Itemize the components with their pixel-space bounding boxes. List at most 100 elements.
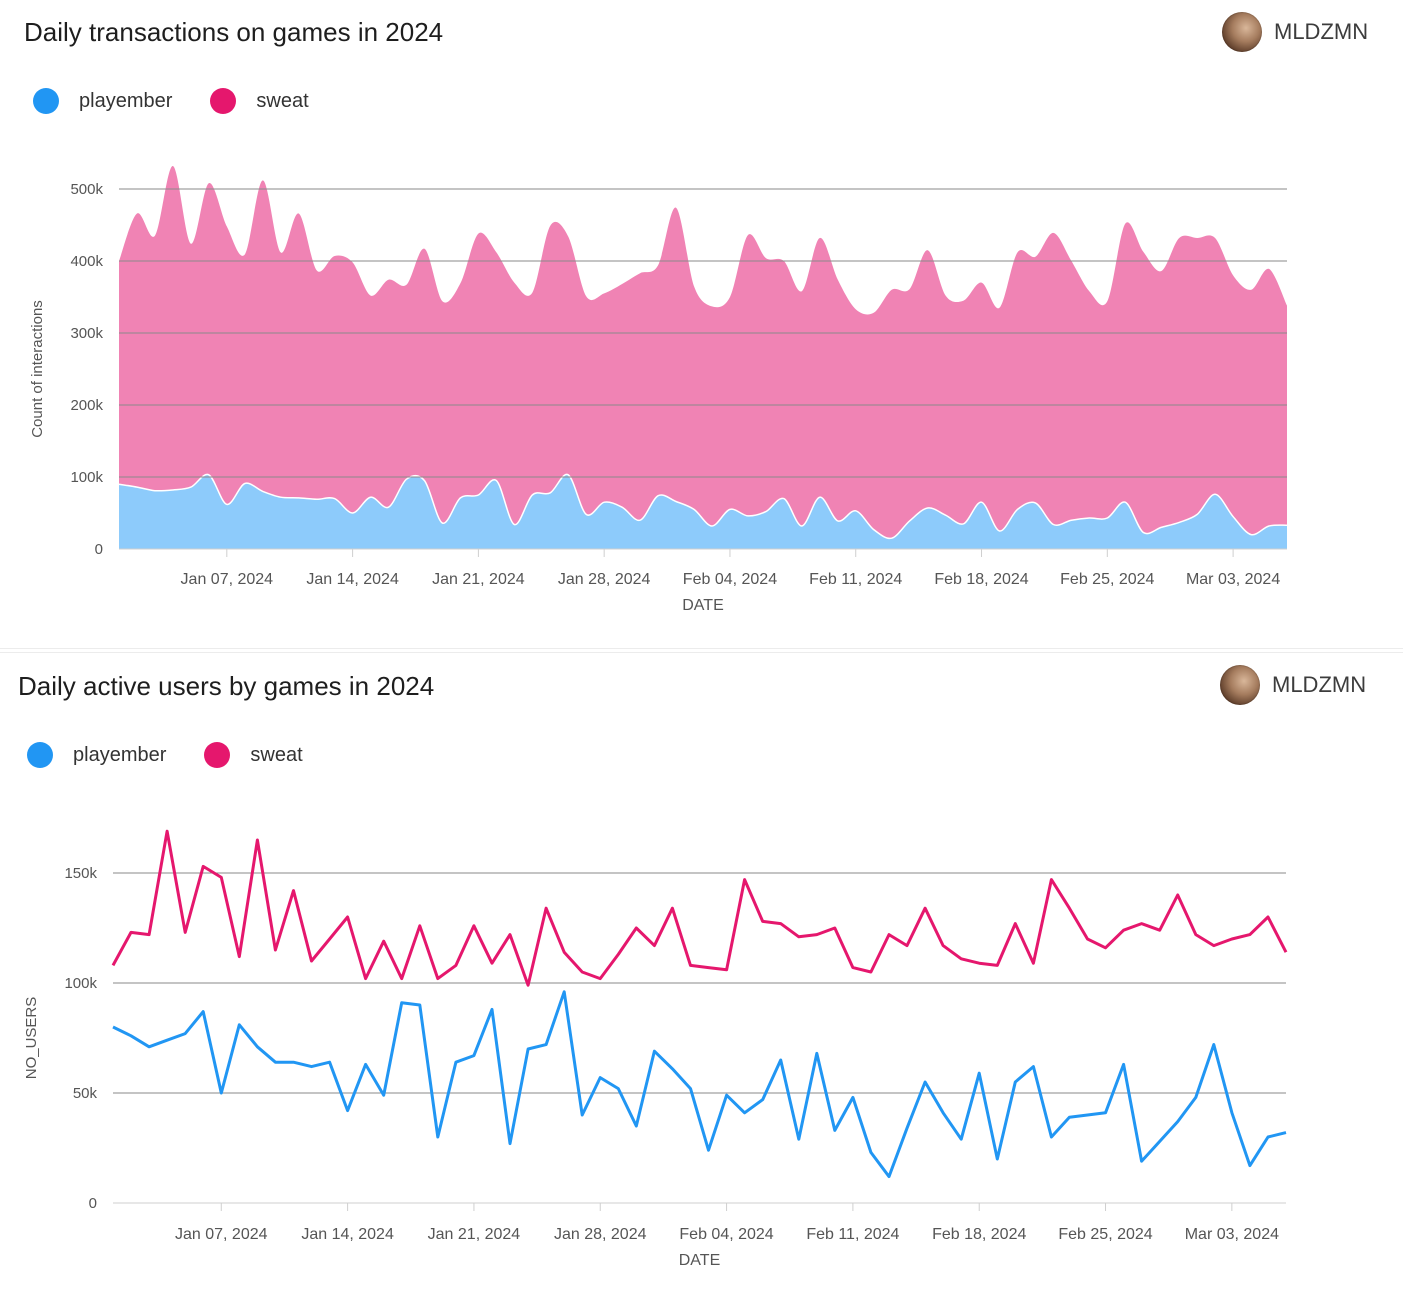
x-tick-label: Jan 28, 2024	[554, 1226, 647, 1243]
point-sweat	[476, 232, 480, 236]
legend-item-sweat[interactable]: sweat	[204, 742, 303, 768]
point-sweat	[562, 950, 566, 954]
point-playember	[1049, 1135, 1053, 1139]
point-playember	[980, 500, 984, 504]
point-playember	[851, 1095, 855, 1099]
point-playember	[1031, 1065, 1035, 1069]
legend-dot-playember	[33, 88, 59, 114]
x-tick-label: Jan 14, 2024	[301, 1226, 394, 1243]
point-playember	[782, 497, 786, 501]
point-sweat	[797, 935, 801, 939]
point-sweat	[977, 961, 981, 965]
point-sweat	[1122, 928, 1126, 932]
point-playember	[364, 1062, 368, 1066]
author-badge[interactable]: MLDZMN	[1222, 12, 1368, 52]
point-sweat	[153, 234, 157, 238]
y-tick-label: 50k	[73, 1085, 98, 1102]
transactions-area-chart: 0 100k 200k 300k 400k 500k Jan 07, 2024 Jan 14,…	[29, 165, 1289, 614]
legend-item-playember[interactable]: playember	[33, 88, 172, 114]
point-sweat	[1177, 236, 1181, 240]
point-sweat	[273, 948, 277, 952]
point-playember	[207, 473, 211, 477]
point-sweat	[291, 889, 295, 893]
point-sweat	[1031, 961, 1035, 965]
point-sweat	[135, 211, 139, 215]
avatar	[1220, 665, 1260, 705]
point-playember	[297, 496, 301, 500]
point-playember	[530, 493, 534, 497]
point-sweat	[616, 952, 620, 956]
point-sweat	[1087, 289, 1091, 293]
point-sweat	[261, 178, 265, 182]
chart-title: Daily transactions on games in 2024	[24, 17, 444, 47]
point-playember	[1285, 523, 1289, 527]
point-sweat	[165, 829, 169, 833]
point-sweat	[1195, 236, 1199, 240]
point-playember	[1122, 1062, 1126, 1066]
legend-item-sweat[interactable]: sweat	[210, 88, 309, 114]
point-sweat	[980, 281, 984, 285]
point-playember	[797, 1137, 801, 1141]
point-playember	[454, 1060, 458, 1064]
point-playember	[580, 1113, 584, 1117]
point-playember	[237, 1023, 241, 1027]
point-playember	[440, 521, 444, 525]
legend-label-playember: playember	[73, 743, 167, 766]
point-playember	[135, 485, 139, 489]
point-sweat	[1015, 250, 1019, 254]
point-playember	[836, 519, 840, 523]
point-sweat	[1249, 288, 1253, 292]
point-playember	[1069, 518, 1073, 522]
legend-dot-sweat	[204, 742, 231, 768]
point-sweat	[764, 256, 768, 260]
y-tick-label: 300k	[70, 325, 103, 342]
point-playember	[548, 491, 552, 495]
author-badge[interactable]: MLDZMN	[1220, 665, 1366, 705]
point-sweat	[1176, 893, 1180, 897]
point-playember	[1194, 1095, 1198, 1099]
point-playember	[566, 473, 570, 477]
x-tick-label: Feb 04, 2024	[679, 1226, 773, 1243]
point-playember	[328, 1060, 332, 1064]
chart-title: Daily active users by games in 2024	[18, 671, 435, 701]
point-playember	[219, 1091, 223, 1095]
point-playember	[1104, 1111, 1108, 1115]
point-sweat	[400, 977, 404, 981]
point-sweat	[494, 250, 498, 254]
point-sweat	[959, 957, 963, 961]
point-playember	[634, 1124, 638, 1128]
y-tick-label: 200k	[70, 397, 103, 414]
point-playember	[291, 1060, 295, 1064]
point-sweat	[638, 271, 642, 275]
point-playember	[315, 497, 319, 501]
point-sweat	[225, 224, 229, 228]
point-playember	[279, 495, 283, 499]
point-sweat	[1159, 269, 1163, 273]
point-playember	[476, 493, 480, 497]
point-playember	[746, 514, 750, 518]
point-sweat	[836, 278, 840, 282]
legend-item-playember[interactable]: playember	[27, 742, 166, 768]
point-sweat	[674, 206, 678, 210]
point-playember	[1195, 512, 1199, 516]
point-playember	[1087, 516, 1091, 520]
point-playember	[346, 1109, 350, 1113]
y-tick-label: 150k	[64, 865, 97, 882]
point-playember	[405, 477, 409, 481]
author-name: MLDZMN	[1274, 19, 1369, 44]
point-sweat	[508, 933, 512, 937]
area-sweat	[119, 165, 1287, 539]
point-sweat	[580, 970, 584, 974]
point-playember	[800, 524, 804, 528]
x-tick-label: Feb 25, 2024	[1060, 571, 1154, 588]
point-playember	[926, 506, 930, 510]
point-playember	[333, 497, 337, 501]
series-line-playember	[112, 990, 1287, 1179]
transactions-chart-panel: Daily transactions on games in 2024 MLDZ…	[0, 12, 1403, 649]
point-sweat	[1104, 946, 1108, 950]
point-sweat	[851, 966, 855, 970]
point-sweat	[382, 939, 386, 943]
series-line-sweat	[111, 829, 1288, 987]
point-playember	[255, 1045, 259, 1049]
point-sweat	[111, 963, 115, 967]
